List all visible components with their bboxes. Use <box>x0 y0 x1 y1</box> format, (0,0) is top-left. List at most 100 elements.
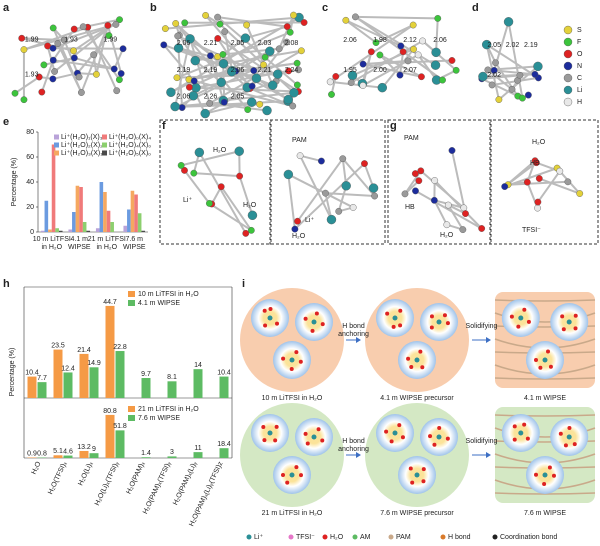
atom <box>443 221 451 229</box>
water <box>445 436 450 441</box>
bond <box>238 175 254 216</box>
water <box>310 328 315 333</box>
water <box>285 480 290 485</box>
atom <box>40 61 48 69</box>
bond-length: 2.07 <box>403 67 417 74</box>
atom <box>430 60 441 70</box>
y-axis-label: Percentage (%) <box>11 158 18 207</box>
water <box>289 366 294 371</box>
value-label: 13.2 <box>77 444 91 451</box>
bond-length: 2.03 <box>258 40 272 47</box>
atom <box>516 71 524 79</box>
bond <box>538 177 581 195</box>
atom <box>173 74 181 82</box>
atom <box>283 23 291 30</box>
bond <box>345 19 402 47</box>
bond-length: 2.06 <box>177 94 191 101</box>
water <box>548 364 553 369</box>
bond <box>345 19 377 44</box>
atom <box>283 94 293 105</box>
atom <box>161 25 169 32</box>
water <box>398 308 403 313</box>
bar <box>48 229 52 232</box>
legend-label: H₂O <box>330 534 344 541</box>
bond <box>296 158 344 222</box>
atom <box>296 152 304 160</box>
atom <box>248 82 256 90</box>
x-tick-label: in H₂O <box>41 244 62 251</box>
bond <box>208 202 252 232</box>
bond-length: 2.02 <box>506 42 520 49</box>
structure-label: HB <box>530 160 540 167</box>
bond <box>176 73 278 79</box>
state-label: 7.6 m WIPSE <box>524 510 566 517</box>
y-tick-label: 80 <box>26 129 34 136</box>
atom <box>347 79 355 87</box>
atom <box>38 88 46 96</box>
atom <box>341 181 351 191</box>
atom <box>448 57 456 64</box>
value-label: 4.6 <box>63 448 73 455</box>
water <box>274 424 279 429</box>
water <box>442 313 447 318</box>
atom <box>339 155 347 163</box>
atom <box>70 54 78 62</box>
water <box>262 438 267 443</box>
bond-length: 2.05 <box>231 40 245 47</box>
atom <box>170 101 180 112</box>
bond <box>52 23 117 50</box>
bond <box>14 76 40 95</box>
atom <box>404 57 412 65</box>
value-label: 10.4 <box>217 369 231 376</box>
value-label: 44.7 <box>103 299 117 306</box>
bond <box>80 25 109 93</box>
water <box>398 323 403 328</box>
atom <box>294 217 301 225</box>
element-symbol: O <box>577 51 583 58</box>
water <box>409 364 414 369</box>
bond <box>175 100 289 108</box>
water <box>421 467 426 472</box>
process-label: H bond <box>342 323 365 330</box>
arrow-head <box>486 337 491 343</box>
atom <box>20 46 28 53</box>
bond <box>183 169 211 205</box>
legend-icon <box>352 534 358 540</box>
legend-label: Li⁺(H₂O)₂(X)₂ <box>61 142 103 149</box>
structure-label: PAM <box>292 137 307 144</box>
legend-label: Li⁺(H₂O)₄(X)₀ <box>109 142 151 149</box>
atom <box>576 190 584 197</box>
value-label: 21.4 <box>77 347 91 354</box>
water <box>408 466 413 471</box>
atom <box>322 189 329 197</box>
atom <box>190 77 198 85</box>
bond-length: 2.05 <box>487 42 501 49</box>
atom <box>448 147 456 154</box>
legend-icon <box>492 534 498 540</box>
atom <box>488 81 496 89</box>
atom <box>256 100 264 108</box>
bond <box>40 59 55 93</box>
panel-label: h <box>3 278 10 290</box>
water <box>281 472 285 477</box>
element-symbol: H <box>577 99 582 106</box>
bar <box>99 182 104 232</box>
bond-length: 2.21 <box>204 40 218 47</box>
legend-label: Li⁺ <box>254 534 263 541</box>
value-label: 80.8 <box>103 408 117 415</box>
atom <box>349 204 357 211</box>
value-label: 9.7 <box>141 371 151 378</box>
atom <box>78 89 85 96</box>
bond-length: 1.99 <box>25 36 39 43</box>
water <box>389 439 394 444</box>
legend-label: 4.1 m WIPSE <box>138 300 180 307</box>
atom <box>227 67 237 77</box>
bar <box>72 212 76 232</box>
state-label: 10 m LiTFSI in H₂O <box>262 395 323 402</box>
atom <box>105 32 113 39</box>
li-ion <box>414 472 420 478</box>
water <box>420 365 425 370</box>
bar <box>89 453 99 458</box>
atom <box>371 192 379 200</box>
